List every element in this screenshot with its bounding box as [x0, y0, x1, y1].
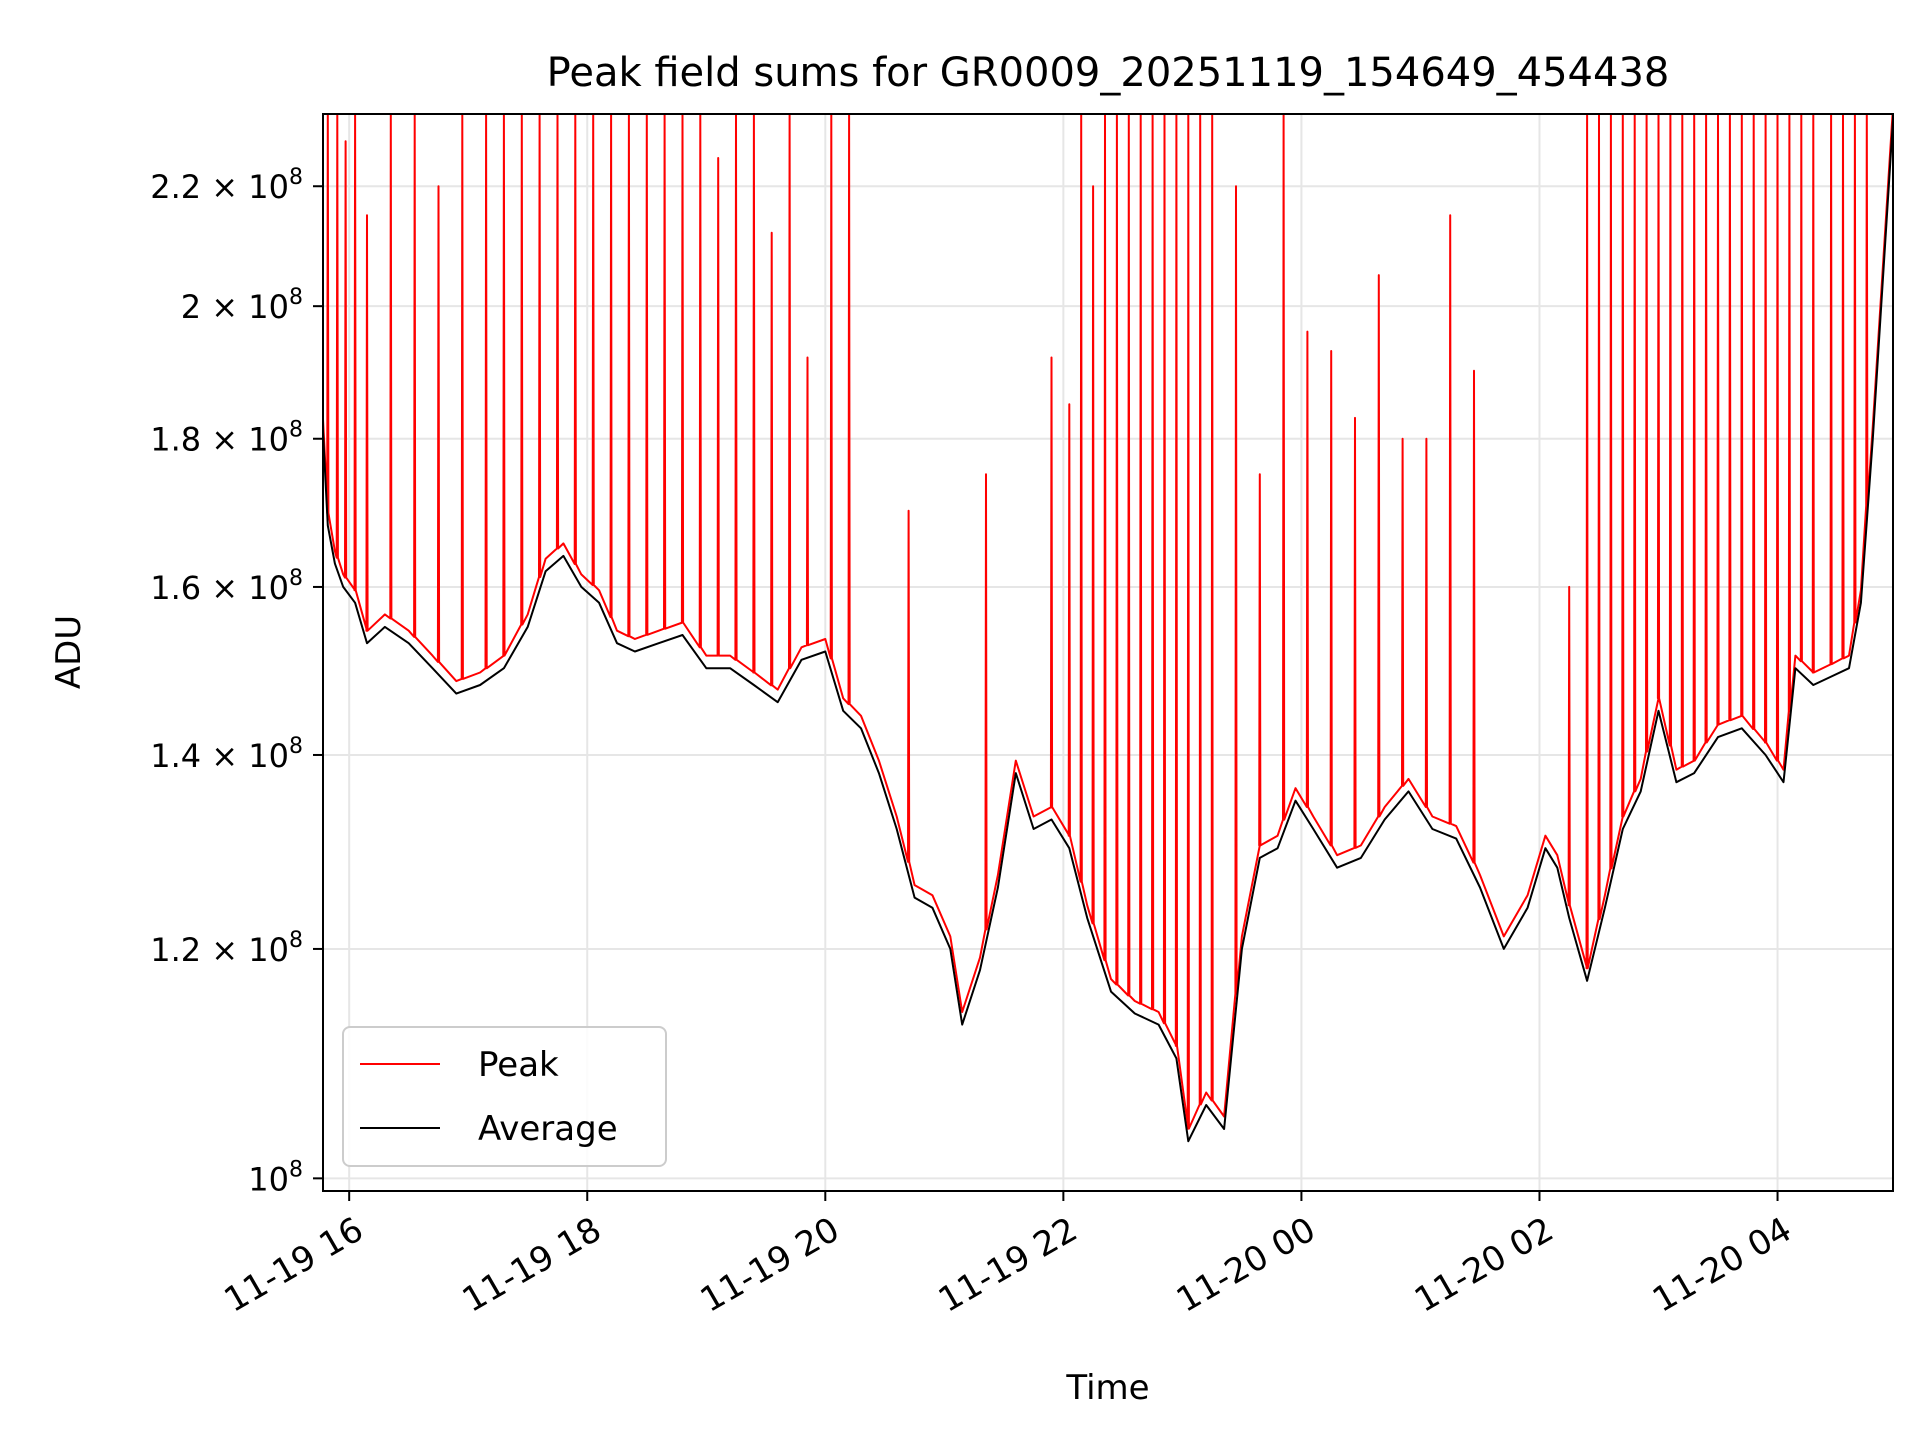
y-tick-label: 1.2 × 108: [150, 928, 303, 969]
y-tick-label: 1.4 × 108: [150, 734, 303, 775]
y-tick-label: 1.6 × 108: [150, 566, 303, 607]
y-tick-label: 2 × 108: [181, 285, 303, 326]
legend-peak-label: Peak: [478, 1045, 559, 1085]
series-line-peak: [323, 114, 1893, 1130]
plot-area: [323, 114, 1893, 1191]
y-axis-label: ADU: [49, 615, 89, 689]
series-layer: [323, 114, 1893, 1143]
y-tick-label: 1.8 × 108: [150, 418, 303, 459]
x-axis-label: Time: [1065, 1368, 1149, 1408]
axes-frame: [322, 113, 1894, 1192]
y-tick-label: 108: [248, 1157, 303, 1198]
y-tick-label: 2.2 × 108: [150, 165, 303, 206]
chart-title: Peak field sums for GR0009_20251119_1546…: [547, 50, 1670, 96]
legend-average-label: Average: [478, 1109, 618, 1149]
legend: Peak Average: [342, 1026, 667, 1167]
y-axis: 108 1.2 × 108 1.4 × 108 1.6 × 108 1.8 × 108 2…: [150, 165, 323, 1198]
series-line-average: [323, 119, 1893, 1143]
legend-frame: [342, 1026, 667, 1167]
